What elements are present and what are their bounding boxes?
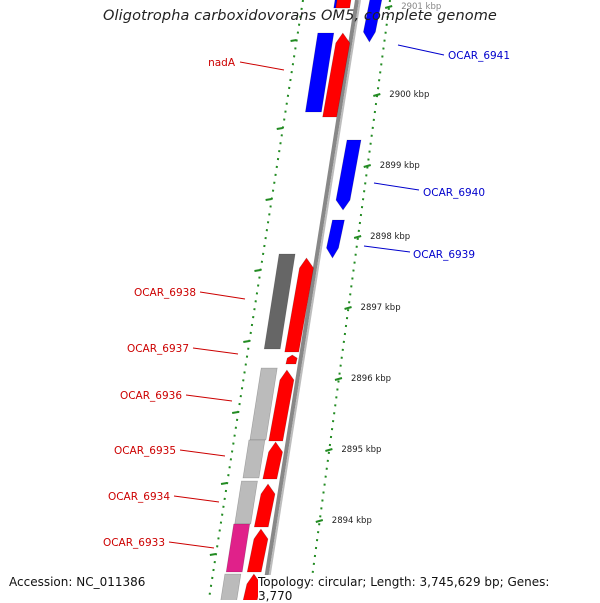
gene-block-forward [246,528,269,573]
major-tick [334,377,343,381]
leader-line [239,61,285,71]
gene-block-forward [262,441,283,480]
backbone-line [260,0,359,600]
gene-block-forward [284,257,314,353]
major-tick [384,5,393,9]
gene-label: OCAR_6941 [448,50,510,62]
tick-label: 2900 kbp [389,90,429,100]
minor-tick [265,198,272,201]
minor-tick [231,411,239,414]
accession-text: Accession: NC_011386 [9,575,146,589]
gene-block-reverse [326,219,345,259]
gene-block-forward [285,354,298,365]
minor-tick [243,340,250,343]
leader-line [373,182,420,191]
gene-label: nadA [208,57,236,69]
minor-tick [254,269,261,272]
minor-tick [220,482,228,485]
leader-line [192,347,239,355]
gene-label: OCAR_6939 [413,249,475,261]
tick-label: 2896 kbp [351,374,391,384]
gene-label: OCAR_6933 [103,537,165,549]
backbone-shadow [264,0,361,600]
category-block [220,573,242,600]
gene-block-forward [253,483,276,528]
gene-block-forward [268,369,295,442]
leader-line [168,541,215,549]
gene-block-reverse [363,0,383,43]
category-block [242,439,266,479]
gene-block-reverse [305,32,335,113]
major-tick [353,235,362,239]
topology-text: Topology: circular; Length: 3,745,629 bp… [258,575,600,603]
leader-line [173,495,220,503]
gene-label: OCAR_6938 [134,287,196,299]
inner-dotted-ring [207,0,304,600]
tick-label: 2899 kbp [380,161,420,171]
gene-label: OCAR_6936 [120,390,182,402]
tick-label: 2898 kbp [370,232,410,242]
tick-label: 2894 kbp [332,516,372,526]
tick-label: 2897 kbp [361,303,401,313]
minor-tick [290,39,297,42]
gene-block-forward [322,32,351,118]
gene-label: OCAR_6940 [423,187,485,199]
major-tick [363,164,371,168]
leader-line [397,44,445,56]
major-tick [315,519,324,523]
tick-label: 2901 kbp [401,2,441,12]
minor-tick [276,127,283,130]
category-block [234,480,258,525]
minor-tick [209,553,217,556]
gene-block-reverse [335,139,362,211]
gene-label: OCAR_6935 [114,445,176,457]
major-tick [373,93,381,97]
gene-block-forward [335,0,352,9]
category-block [225,523,251,573]
leader-line [179,449,226,457]
gene-label: OCAR_6934 [108,491,170,503]
tick-label: 2895 kbp [341,445,381,455]
diagram-title: Oligotropha carboxidovorans OM5, complet… [103,8,497,24]
category-block [249,367,278,441]
major-tick [325,448,333,452]
gene-label: OCAR_6937 [127,343,189,355]
category-block [263,253,296,350]
outer-dotted-ring [308,0,391,600]
major-tick [344,306,352,310]
leader-line [199,291,246,300]
leader-line [363,245,411,253]
leader-line [185,394,233,402]
